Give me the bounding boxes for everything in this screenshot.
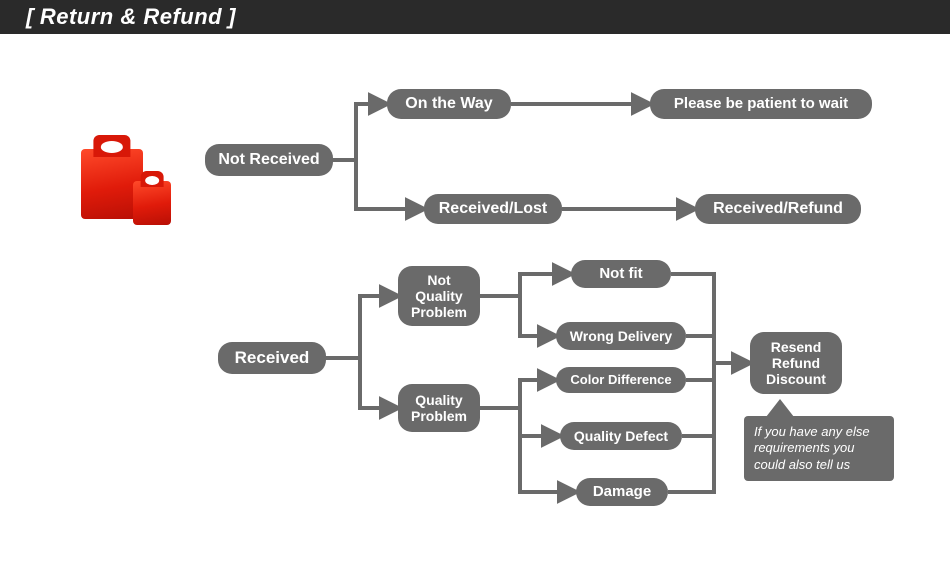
node-wrong-delivery: Wrong Delivery: [556, 322, 686, 350]
note-callout: If you have any else requirements you co…: [744, 416, 894, 481]
node-received-refund: Received/Refund: [695, 194, 861, 224]
node-on-the-way: On the Way: [387, 89, 511, 119]
node-received-lost: Received/Lost: [424, 194, 562, 224]
node-received: Received: [218, 342, 326, 374]
node-patient: Please be patient to wait: [650, 89, 872, 119]
shopping-bags-icon: [75, 139, 185, 239]
node-qp: QualityProblem: [398, 384, 480, 432]
node-color-diff: Color Difference: [556, 367, 686, 393]
flowchart-canvas: Not Received On the Way Please be patient …: [0, 34, 950, 572]
bracket-right: ]: [228, 4, 236, 30]
node-not-qp: NotQualityProblem: [398, 266, 480, 326]
callout-tail: [766, 399, 794, 417]
node-quality-defect: Quality Defect: [560, 422, 682, 450]
node-not-fit: Not fit: [571, 260, 671, 288]
header-title: Return & Refund: [40, 4, 222, 30]
header-bar: [ Return & Refund ]: [0, 0, 950, 34]
node-damage: Damage: [576, 478, 668, 506]
note-text: If you have any else requirements you co…: [754, 424, 870, 472]
bracket-left: [: [26, 4, 34, 30]
node-resolution: ResendRefundDiscount: [750, 332, 842, 394]
node-not-received: Not Received: [205, 144, 333, 176]
